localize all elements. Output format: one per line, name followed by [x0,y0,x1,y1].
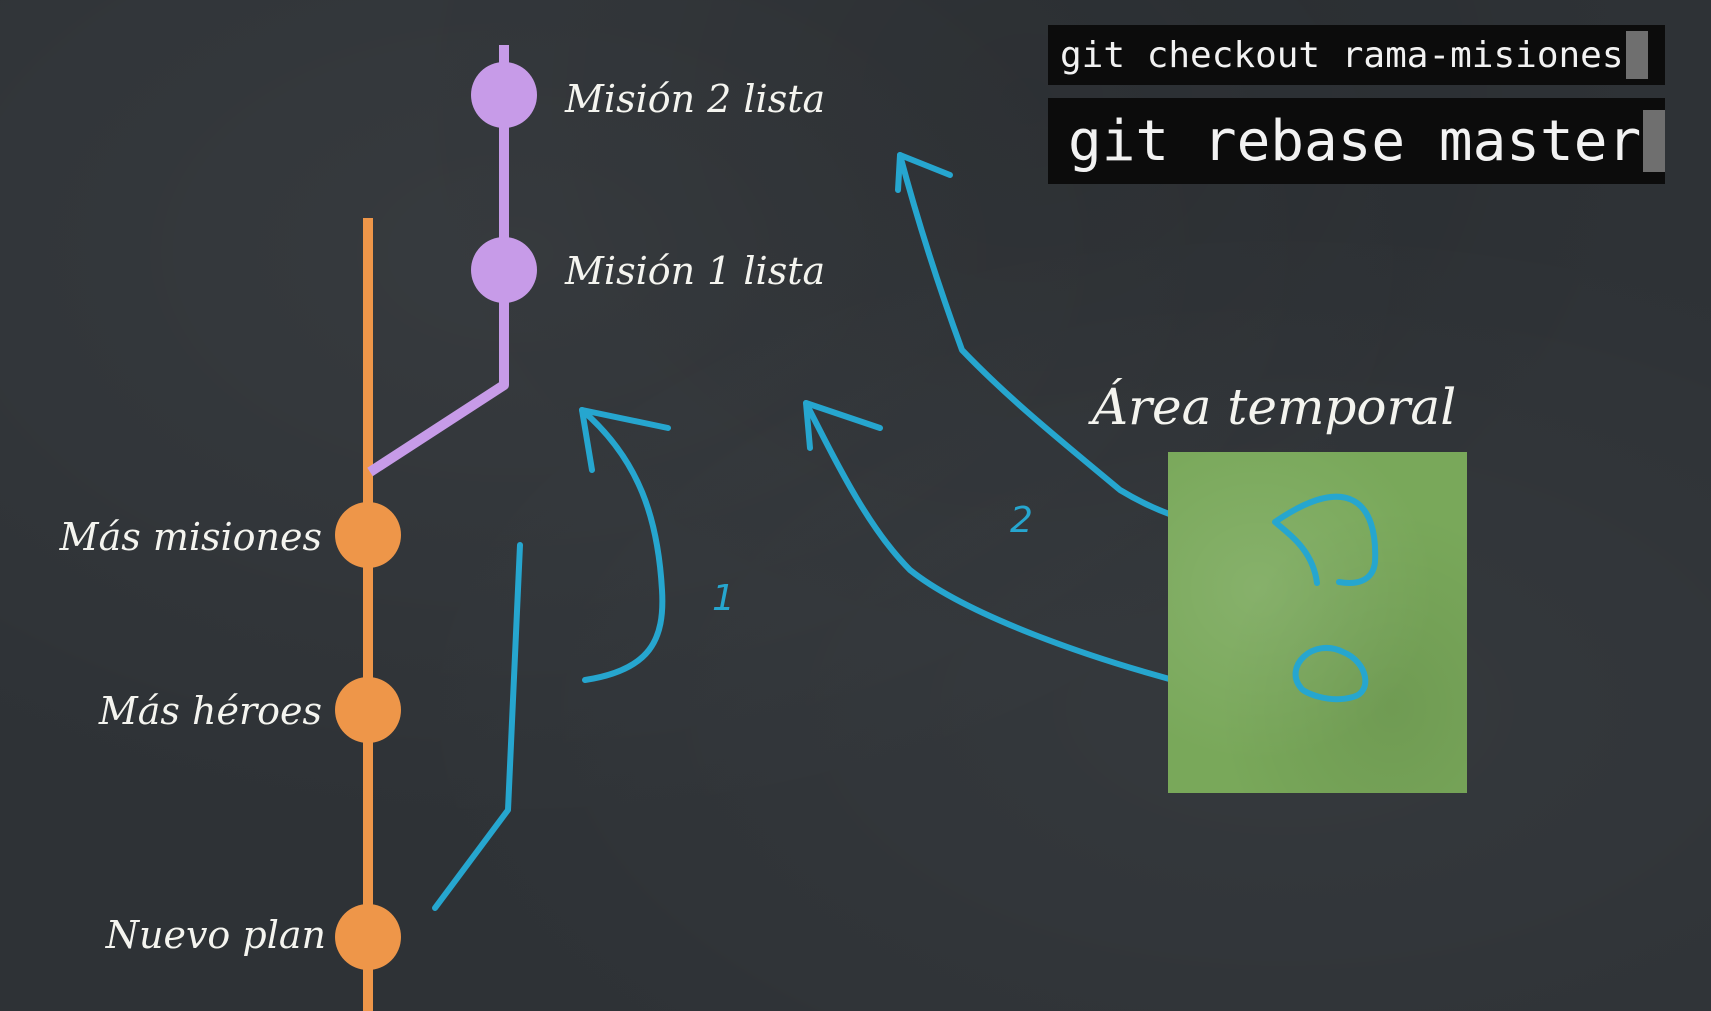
terminal-cursor-2 [1643,110,1665,172]
temp-commit-mark-upper [1272,493,1379,586]
rebase-arrows [432,152,1288,911]
commit-node-nuevo-plan [335,904,401,970]
terminal-line-2: git rebase master [1068,108,1642,174]
arrow-head-temp-lower [803,400,883,451]
arrow-head-step-1 [579,407,671,473]
commit-node-mision-2 [471,62,537,128]
commit-node-mision-1 [471,237,537,303]
arrow-head-step-2 [895,152,953,193]
commit-label-nuevo-plan: Nuevo plan [105,913,326,957]
arrow-from-temp-lower [803,400,1248,701]
temp-commit-mark-lower [1292,644,1369,703]
arrow-stroke-from-nuevo-plan [432,542,523,911]
commit-label-mision-2: Misión 2 lista [564,77,825,121]
temp-area-box [1168,452,1467,793]
terminal-command-rebase: git rebase master [1048,98,1665,184]
commit-label-mas-heroes: Más héroes [98,689,322,733]
step-number-2: 2 [1010,500,1033,541]
commit-label-mas-misiones: Más misiones [59,515,322,559]
feature-branch-line [367,45,509,477]
terminal-line-1: git checkout rama-misiones [1060,34,1624,76]
terminal-cursor-1 [1625,31,1648,79]
commit-label-mision-1: Misión 1 lista [564,249,825,293]
arrow-step-1 [579,407,666,683]
terminal-command-checkout: git checkout rama-misiones [1048,25,1665,85]
temp-area-label: Área temporal [1088,377,1456,436]
commit-node-mas-misiones [335,502,401,568]
commit-node-mas-heroes [335,677,401,743]
step-number-1: 1 [712,578,735,619]
temp-area-commit-marks [1272,493,1379,703]
